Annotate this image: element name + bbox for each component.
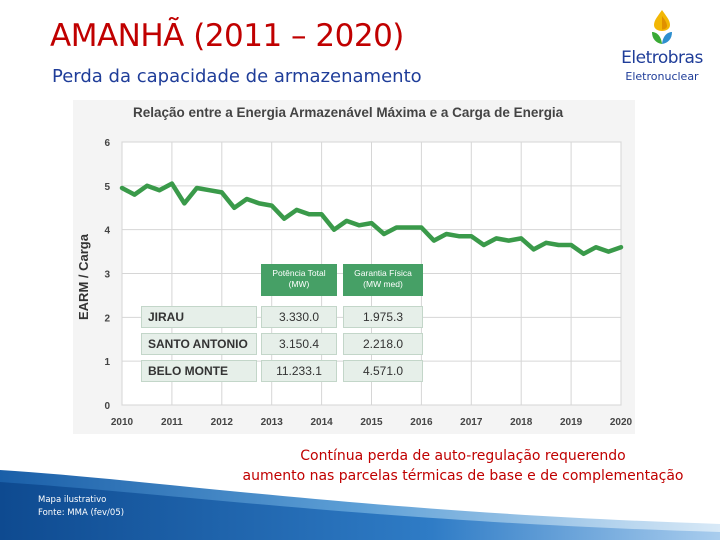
y-tick-label: 1 (104, 357, 110, 368)
x-tick-label: 2014 (310, 417, 333, 428)
x-tick-label: 2020 (610, 417, 633, 428)
eletrobras-logo: Eletrobras Eletronuclear (612, 8, 712, 84)
caption: Contínua perda de auto-regulação requere… (228, 446, 698, 486)
x-tick-label: 2011 (161, 417, 183, 428)
caption-line-2: aumento nas parcelas térmicas de base e … (242, 468, 684, 484)
x-tick-label: 2015 (360, 417, 383, 428)
row-potencia-belo-monte: 11.233.1 (261, 360, 337, 382)
series-line (119, 181, 624, 257)
source-note: Mapa ilustrativo Fonte: MMA (fev/05) (38, 494, 124, 520)
x-tick-label: 2013 (261, 417, 284, 428)
header-garantia: Garantia Física (MW med) (343, 264, 423, 296)
y-tick-label: 4 (104, 226, 110, 237)
page-title: AMANHÃ (2011 – 2020) (50, 18, 404, 54)
y-tick-label: 6 (104, 138, 110, 149)
chart-panel: Relação entre a Energia Armazenável Máxi… (73, 100, 635, 434)
row-garantia-belo-monte: 4.571.0 (343, 360, 423, 382)
x-tick-label: 2016 (410, 417, 433, 428)
x-tick-label: 2019 (560, 417, 583, 428)
row-name-belo-monte: BELO MONTE (141, 360, 257, 382)
leaf-drop-icon (652, 10, 672, 44)
row-garantia-jirau: 1.975.3 (343, 306, 423, 328)
row-potencia-santo-antonio: 3.150.4 (261, 333, 337, 355)
y-tick-label: 0 (104, 401, 110, 412)
x-tick-label: 2017 (460, 417, 483, 428)
header-garantia-text: Garantia Física (MW med) (354, 268, 412, 289)
y-axis-label: EARM / Carga (76, 233, 91, 320)
y-tick-label: 3 (104, 270, 110, 281)
footer-wave (0, 470, 720, 540)
x-tick-label: 2018 (510, 417, 533, 428)
row-name-santo-antonio: SANTO ANTONIO (141, 333, 257, 355)
x-tick-label: 2012 (211, 417, 234, 428)
page-subtitle: Perda da capacidade de armazenamento (52, 66, 422, 87)
source-line-1: Mapa ilustrativo (38, 495, 107, 505)
header-potencia-text: Potência Total (MW) (272, 268, 326, 289)
row-potencia-jirau: 3.330.0 (261, 306, 337, 328)
logo-subname: Eletronuclear (625, 70, 699, 83)
header-potencia: Potência Total (MW) (261, 264, 337, 296)
source-line-2: Fonte: MMA (fev/05) (38, 508, 125, 518)
caption-line-1: Contínua perda de auto-regulação requere… (300, 448, 626, 464)
row-garantia-santo-antonio: 2.218.0 (343, 333, 423, 355)
logo-name: Eletrobras (621, 48, 703, 68)
y-tick-label: 2 (104, 313, 110, 324)
chart-title: Relação entre a Energia Armazenável Máxi… (133, 105, 564, 120)
x-tick-label: 2010 (111, 417, 134, 428)
row-name-jirau: JIRAU (141, 306, 257, 328)
hydro-plants-table: Potência Total (MW) Garantia Física (MW … (137, 264, 427, 382)
y-tick-label: 5 (104, 182, 110, 193)
